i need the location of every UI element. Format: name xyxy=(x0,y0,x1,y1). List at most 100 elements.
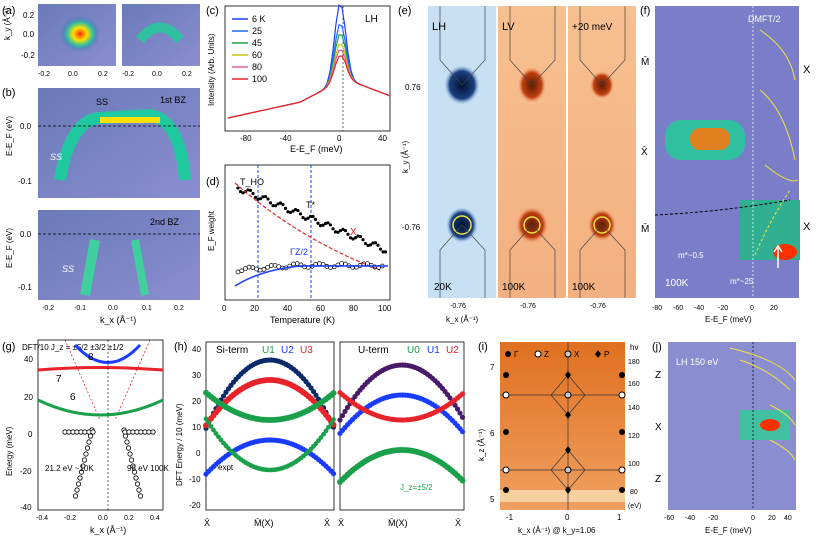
panel-i-hv: hν xyxy=(630,343,638,352)
panel-f-mass: m*~25 xyxy=(730,277,754,286)
panel-b-band-2b xyxy=(131,239,149,296)
panel-g-point xyxy=(124,439,130,445)
panel-h-legend: U1 xyxy=(427,345,440,356)
panel-d-point-hot xyxy=(373,241,378,245)
panel-g-curve-label: 6 xyxy=(70,392,76,403)
panel-c-frame xyxy=(224,5,391,132)
panel-g-curve-label: 8 xyxy=(88,352,94,363)
panel-e-bz-lines xyxy=(439,6,626,298)
panel-f: (f) DMFT/2 M̄ X̄ M̄ X X m*~0.5 m*~25 100… xyxy=(640,5,811,324)
panel-d-point-hot xyxy=(298,212,303,216)
panel-f-k-label: X̄ xyxy=(641,145,648,158)
panel-g-xtick: -0.4 xyxy=(36,515,48,522)
panel-d-point-hot xyxy=(333,230,338,234)
panel-g-ytick: 20 xyxy=(24,393,33,402)
panel-d-point-hot xyxy=(343,229,348,233)
panel-d-point-hot xyxy=(356,234,360,238)
panel-j-xtick: 40 xyxy=(784,515,792,522)
panel-d-point-hot xyxy=(301,215,305,220)
panel-e-ylabel: k_y (Å⁻¹) xyxy=(401,140,410,173)
panel-h-band-point xyxy=(454,406,461,412)
panel-j-xtick: 0 xyxy=(751,515,755,522)
panel-h-band-point xyxy=(220,393,227,399)
panel-h-title-right: U-term xyxy=(358,345,389,356)
panel-f-arrowhead xyxy=(773,244,783,253)
panel-d-xtick: 80 xyxy=(349,304,358,313)
panel-g-ytick: 40 xyxy=(24,355,33,364)
panel-h-band-point xyxy=(344,404,351,411)
panel-j-title: LH 150 eV xyxy=(676,357,719,367)
panel-g-point xyxy=(90,429,96,435)
panel-g-point xyxy=(136,487,142,493)
panel-g-xlabel: k_x (Å⁻¹) xyxy=(90,525,126,535)
panel-h-frame-left xyxy=(205,341,335,511)
panel-d-xtick: 0 xyxy=(222,304,227,313)
panel-i-x-point xyxy=(564,466,572,474)
panel-b-map-2nd xyxy=(38,210,200,300)
panel-d-point-hot xyxy=(308,214,313,219)
panel-d: (d) T_HO T* X ΓZ/2 E_F weight 0 20 40 60… xyxy=(206,164,392,325)
panel-c-legend-label: 6 K xyxy=(252,14,266,24)
panel-c-xlabel: E-E_F (meV) xyxy=(290,144,343,154)
panel-d-point-hot xyxy=(378,247,383,251)
panel-d-point-hot xyxy=(363,241,368,246)
panel-h-band-point xyxy=(330,390,337,397)
panel-c-legend-label: 80 xyxy=(252,62,262,72)
panel-h: (h) Si-term U1 U2 U3 U-term U0 U1 U2 exp… xyxy=(174,341,466,528)
panel-b-ytick: 0.0 xyxy=(20,122,32,131)
panel-d-point-hot xyxy=(353,236,358,240)
panel-f-xtick: -40 xyxy=(694,305,704,312)
panel-g-point xyxy=(78,469,85,475)
panel-d-point-hot xyxy=(341,227,345,231)
panel-g-point xyxy=(83,451,89,457)
panel-g-title: DFT/10 J_z = ±5/2 ±3/2 ±1/2 xyxy=(22,343,124,352)
panel-d-point-cold xyxy=(287,263,293,269)
panel-i-bz-lines xyxy=(500,342,625,510)
panel-a-xtick: 0.2 xyxy=(182,71,192,78)
panel-a-xtick: -0.2 xyxy=(38,71,50,78)
panel-h-frame-right xyxy=(339,341,465,511)
panel-i-map-band xyxy=(500,490,625,502)
panel-a-map-right xyxy=(122,4,200,66)
panel-h-band-point xyxy=(330,471,337,477)
panel-h-title-left: Si-term xyxy=(216,345,248,356)
panel-f-k-label: M̄ xyxy=(641,222,649,235)
panel-d-point-hot xyxy=(283,206,288,210)
panel-d-point-hot xyxy=(268,201,273,205)
panel-e-xlabel: k_x (Å⁻¹) xyxy=(446,315,479,324)
panel-e-ytick: -0.76 xyxy=(402,223,421,232)
panel-c-title: LH xyxy=(365,14,378,25)
panel-h-xtick: X̄ xyxy=(455,518,461,528)
panel-d-point-hot xyxy=(358,234,363,239)
panel-d-point-hot xyxy=(306,216,310,220)
panel-i-legend-x xyxy=(564,350,572,358)
panel-e-temp: 100K xyxy=(572,282,596,293)
panel-d-point-hot xyxy=(256,197,260,201)
panel-j-label: (j) xyxy=(652,341,662,353)
panel-d-point-hot xyxy=(246,188,250,192)
panel-b-label: (b) xyxy=(2,87,15,99)
panel-b-2nd-bz: 2nd BZ xyxy=(150,217,180,227)
panel-a-xtick: -0.2 xyxy=(122,71,134,78)
panel-h-band-point xyxy=(457,410,463,416)
panel-f-mass: m*~0.5 xyxy=(678,251,704,260)
panel-d-points xyxy=(234,182,388,287)
panel-h-expt: expt xyxy=(218,463,234,472)
panel-e: (e) LH LV +20 meV 20K 100K 100K 0.76 -0.… xyxy=(398,5,636,324)
panel-d-point-cold xyxy=(298,262,304,268)
panel-i-symbols xyxy=(502,350,626,494)
panel-i-map xyxy=(500,342,625,510)
panel-b-xtick: -0.1 xyxy=(74,305,86,312)
panel-d-point-hot xyxy=(371,241,375,245)
panel-d-point-hot xyxy=(313,217,318,221)
panel-d-point-hot xyxy=(281,203,285,207)
panel-h-band-point xyxy=(337,417,343,423)
panel-h-band-point xyxy=(459,391,466,397)
panel-e-temp: 20K xyxy=(434,282,452,293)
panel-f-band-hot xyxy=(690,128,730,150)
panel-g-xtick: -0.2 xyxy=(64,515,76,522)
panel-g-point xyxy=(131,469,138,475)
panel-i: (i) Γ Z X P k_z (Å⁻¹) 7 6 5 -1 0 1 k_x (… xyxy=(477,341,641,535)
panel-h-xtick: M̄(X) xyxy=(254,518,274,528)
panel-c-xtick: -40 xyxy=(280,134,292,143)
